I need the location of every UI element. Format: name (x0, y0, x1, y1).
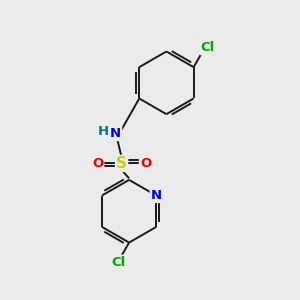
Text: N: N (151, 189, 162, 202)
Text: S: S (116, 156, 127, 171)
Text: O: O (92, 157, 103, 170)
Text: Cl: Cl (112, 256, 126, 269)
Text: N: N (110, 127, 121, 140)
Text: Cl: Cl (201, 41, 215, 54)
Text: O: O (140, 157, 151, 170)
Text: H: H (98, 125, 109, 138)
